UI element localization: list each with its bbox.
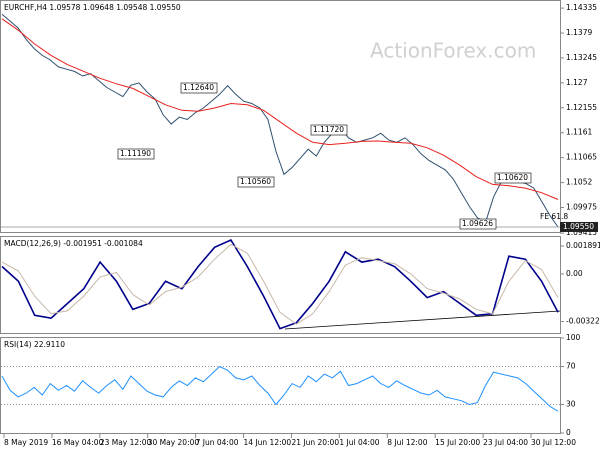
y-tick-label: 1.1052 <box>566 178 592 187</box>
x-tick-label: 1 Jul 04:00 <box>339 438 379 447</box>
annotation-box <box>459 218 497 230</box>
y-tick-label: 1.12155 <box>566 103 597 112</box>
annotation: 1.10620 <box>497 173 528 182</box>
annotation: 1.11190 <box>120 149 151 158</box>
rsi-title: RSI(14) 22.9110 <box>4 340 65 349</box>
annotation-box <box>117 148 155 160</box>
y-tick-label: 1.14335 <box>566 3 597 12</box>
last-price-box <box>560 221 598 232</box>
x-tick-label: 21 Jun 20:00 <box>291 438 339 447</box>
rsi-frame <box>0 337 561 434</box>
annotation: 1.12640 <box>183 83 214 92</box>
y-tick-label: 0 <box>566 428 571 437</box>
y-tick-label: 1.1161 <box>566 128 592 137</box>
annotation: FE 61.8 <box>540 212 568 221</box>
y-tick-label: 1.1379 <box>566 28 592 37</box>
y-tick-label: 1.09415 <box>566 228 597 237</box>
last-price-label: 1.09550 <box>563 222 594 231</box>
x-tick-label: 7 Jun 04:00 <box>196 438 239 447</box>
annotation-box <box>310 124 348 136</box>
x-tick-label: 14 Jun 12:00 <box>244 438 292 447</box>
annotation: 1.10560 <box>240 177 271 186</box>
annotation-box <box>237 176 275 188</box>
x-tick-label: 8 May 2019 <box>4 438 48 447</box>
series-line <box>1 365 559 412</box>
y-tick-label: 1.127 <box>566 78 588 87</box>
y-tick-label: 1.09975 <box>566 203 597 212</box>
y-tick-label: 1.11065 <box>566 153 597 162</box>
series-line <box>1 243 559 325</box>
y-tick-label: 30 <box>566 400 576 409</box>
y-tick-label: 1.13245 <box>566 53 597 62</box>
annotation: 1.11720 <box>313 125 344 134</box>
x-tick-label: 23 Jul 04:00 <box>483 438 528 447</box>
y-tick-label: 0.001891 <box>566 241 600 250</box>
y-tick-label: 0.00 <box>566 269 583 278</box>
x-tick-label: 8 Jul 12:00 <box>387 438 427 447</box>
x-tick-label: 15 Jul 20:00 <box>435 438 480 447</box>
trend-line <box>284 310 561 330</box>
annotation: 1.09626 <box>462 219 493 228</box>
y-tick-label: 100 <box>566 333 581 342</box>
x-tick-label: 23 May 12:00 <box>100 438 152 447</box>
x-tick-label: 16 May 04:00 <box>52 438 104 447</box>
annotation-box <box>494 172 532 184</box>
series-line <box>1 18 559 200</box>
series-line <box>1 13 559 228</box>
macd-frame <box>0 236 561 334</box>
series-line <box>1 238 559 330</box>
annotation-box <box>180 82 218 94</box>
macd-title: MACD(12,26,9) -0.001951 -0.001084 <box>4 239 143 248</box>
y-tick-label: 70 <box>566 362 576 371</box>
watermark: ActionForex.com <box>370 39 536 63</box>
title: EURCHF,H4 1.09578 1.09648 1.09548 1.0955… <box>4 3 181 12</box>
main-frame <box>0 0 561 233</box>
y-tick-label: -0.003228 <box>566 317 600 326</box>
x-tick-label: 30 Jul 12:00 <box>531 438 576 447</box>
x-tick-label: 30 May 20:00 <box>148 438 200 447</box>
